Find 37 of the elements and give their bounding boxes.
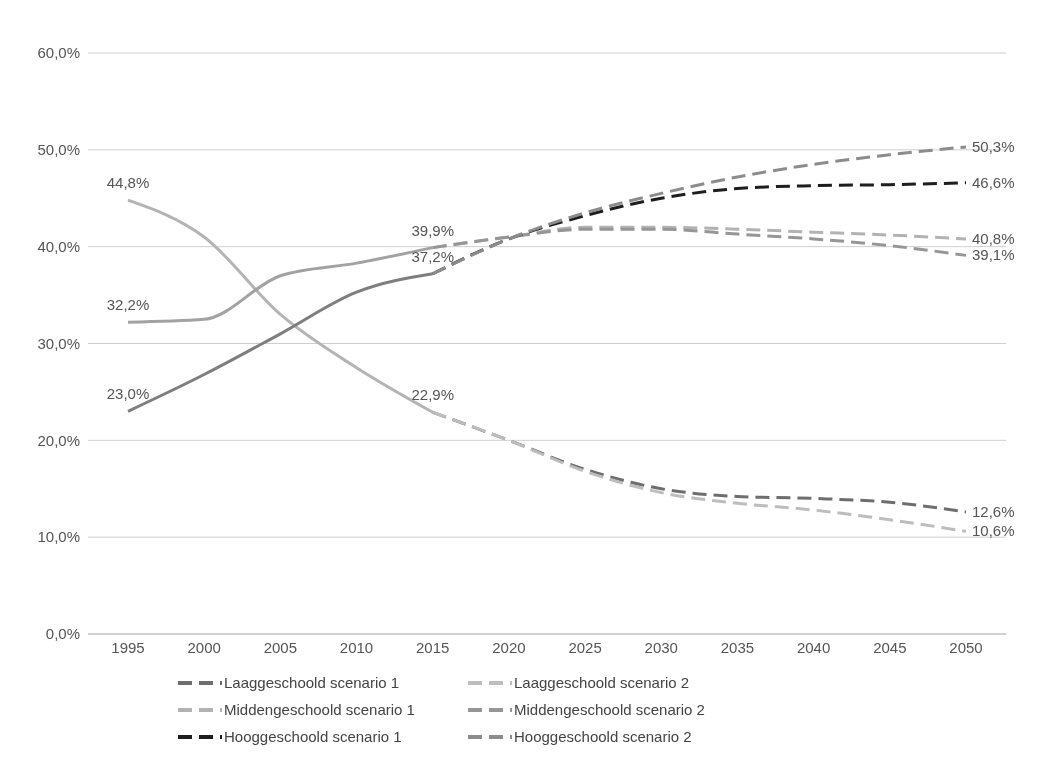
x-tick-label: 2005 bbox=[263, 638, 298, 656]
data-label: 39,1% bbox=[972, 246, 1015, 264]
y-tick-label: 30,0% bbox=[37, 334, 80, 352]
data-label: 32,2% bbox=[106, 296, 150, 314]
data-label: 44,8% bbox=[106, 174, 150, 192]
x-tick-label: 2035 bbox=[720, 638, 755, 656]
y-tick-label: 20,0% bbox=[37, 431, 80, 449]
data-label: 37,2% bbox=[411, 247, 454, 265]
x-tick-label: 2020 bbox=[492, 638, 526, 656]
x-tick-label: 1995 bbox=[111, 638, 145, 656]
x-tick-label: 2010 bbox=[339, 638, 374, 656]
y-tick-label: 40,0% bbox=[37, 237, 80, 255]
data-label: 40,8% bbox=[972, 229, 1015, 247]
x-tick-label: 2025 bbox=[568, 638, 602, 656]
legend-label: Middengeschoold scenario 1 bbox=[224, 701, 415, 718]
data-label: 22,9% bbox=[411, 386, 454, 404]
x-tick-label: 2050 bbox=[949, 638, 983, 656]
y-tick-label: 0,0% bbox=[45, 625, 80, 643]
x-tick-label: 2040 bbox=[796, 638, 831, 656]
y-tick-label: 10,0% bbox=[37, 528, 80, 546]
legend-label: Laaggeschoold scenario 2 bbox=[514, 674, 690, 691]
data-label: 39,9% bbox=[411, 221, 454, 239]
data-label: 23,0% bbox=[106, 385, 150, 403]
y-tick-label: 50,0% bbox=[37, 141, 80, 159]
x-tick-label: 2030 bbox=[644, 638, 678, 656]
data-label: 50,3% bbox=[972, 137, 1015, 155]
x-tick-label: 2015 bbox=[416, 638, 450, 656]
data-label: 46,6% bbox=[972, 173, 1015, 191]
data-label: 10,6% bbox=[972, 522, 1015, 540]
legend-label: Hooggeschoold scenario 1 bbox=[224, 728, 402, 745]
x-tick-label: 2000 bbox=[187, 638, 221, 656]
legend-label: Hooggeschoold scenario 2 bbox=[514, 728, 692, 745]
legend-label: Laaggeschoold scenario 1 bbox=[224, 674, 400, 691]
data-label: 12,6% bbox=[972, 502, 1015, 520]
legend-label: Middengeschoold scenario 2 bbox=[514, 701, 705, 718]
x-tick-label: 2045 bbox=[873, 638, 907, 656]
y-tick-label: 60,0% bbox=[37, 44, 80, 62]
